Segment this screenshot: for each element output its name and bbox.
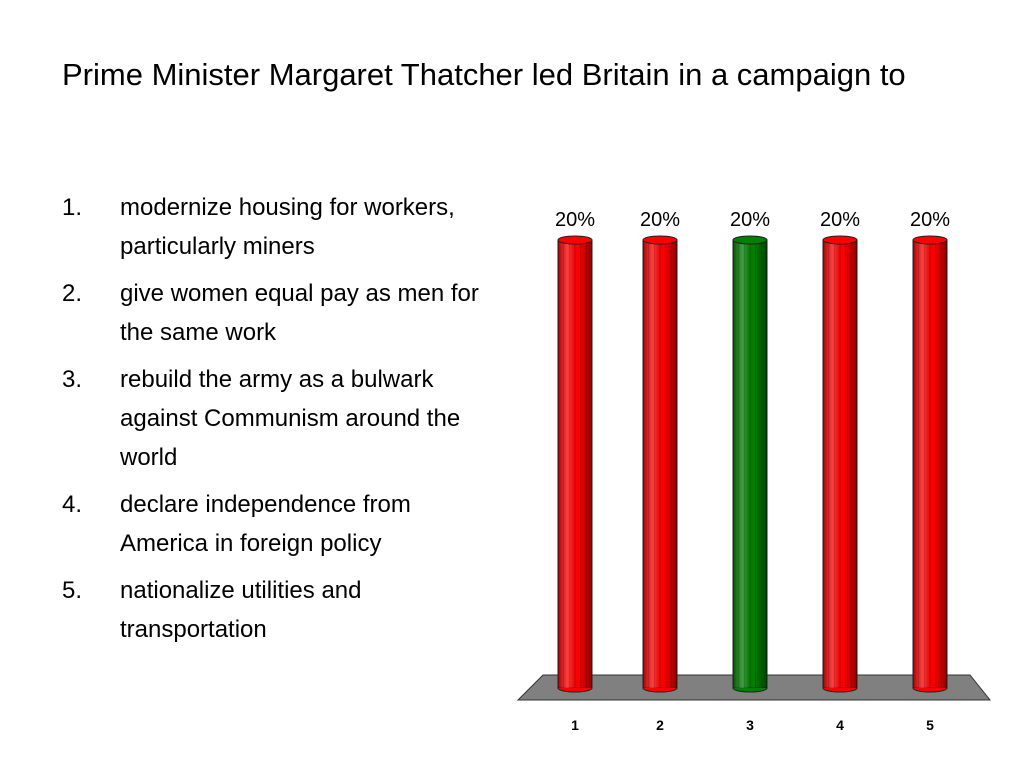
bar-base — [822, 687, 858, 693]
bar-shading — [733, 240, 767, 688]
bar-shading — [558, 240, 592, 688]
bar-base — [912, 687, 948, 693]
response-bar-chart: 20% 1 20% 2 20% 3 20% 4 20% 5 — [516, 209, 992, 733]
x-tick-label: 4 — [836, 717, 844, 733]
bar-top — [822, 235, 858, 245]
bar-base — [557, 687, 593, 693]
answer-option-text: rebuild the army as a bulwark against Co… — [120, 366, 461, 471]
x-tick-label: 1 — [571, 717, 579, 733]
bar-top — [912, 235, 948, 245]
data-label: 20% — [555, 209, 595, 231]
answer-option-text: declare independence from America in for… — [120, 491, 411, 557]
bar-top — [557, 235, 593, 245]
slide-title: Prime Minister Margaret Thatcher led Bri… — [62, 57, 906, 92]
x-tick-label: 2 — [656, 717, 664, 733]
answer-options-list: 1. modernize housing for workers, partic… — [62, 188, 502, 657]
data-label: 20% — [730, 209, 770, 231]
bar-shading — [643, 240, 677, 688]
answer-option: 2. give women equal pay as men for the s… — [62, 274, 502, 352]
answer-option-number: 3. — [62, 366, 83, 393]
data-label: 20% — [910, 209, 950, 231]
answer-option-number: 1. — [62, 194, 83, 221]
x-tick-label: 5 — [926, 717, 934, 733]
answer-option-text: give women equal pay as men for the same… — [120, 280, 479, 346]
x-tick-label: 3 — [746, 717, 754, 733]
answer-option-text: modernize housing for workers, particula… — [120, 194, 455, 260]
bar-base — [642, 687, 678, 693]
answer-option-text: nationalize utilities and transportation — [120, 577, 362, 643]
answer-option-number: 4. — [62, 491, 83, 518]
bar-base — [732, 687, 768, 693]
bar-shading — [823, 240, 857, 688]
bar-top — [642, 235, 678, 245]
answer-option-number: 5. — [62, 577, 83, 604]
answer-option-number: 2. — [62, 280, 83, 307]
answer-option: 4. declare independence from America in … — [62, 485, 502, 563]
answer-option: 3. rebuild the army as a bulwark against… — [62, 360, 502, 477]
answer-option: 5. nationalize utilities and transportat… — [62, 571, 502, 649]
bar-shading — [913, 240, 947, 688]
answer-option: 1. modernize housing for workers, partic… — [62, 188, 502, 266]
data-label: 20% — [820, 209, 860, 231]
data-label: 20% — [640, 209, 680, 231]
bar-top — [732, 235, 768, 245]
